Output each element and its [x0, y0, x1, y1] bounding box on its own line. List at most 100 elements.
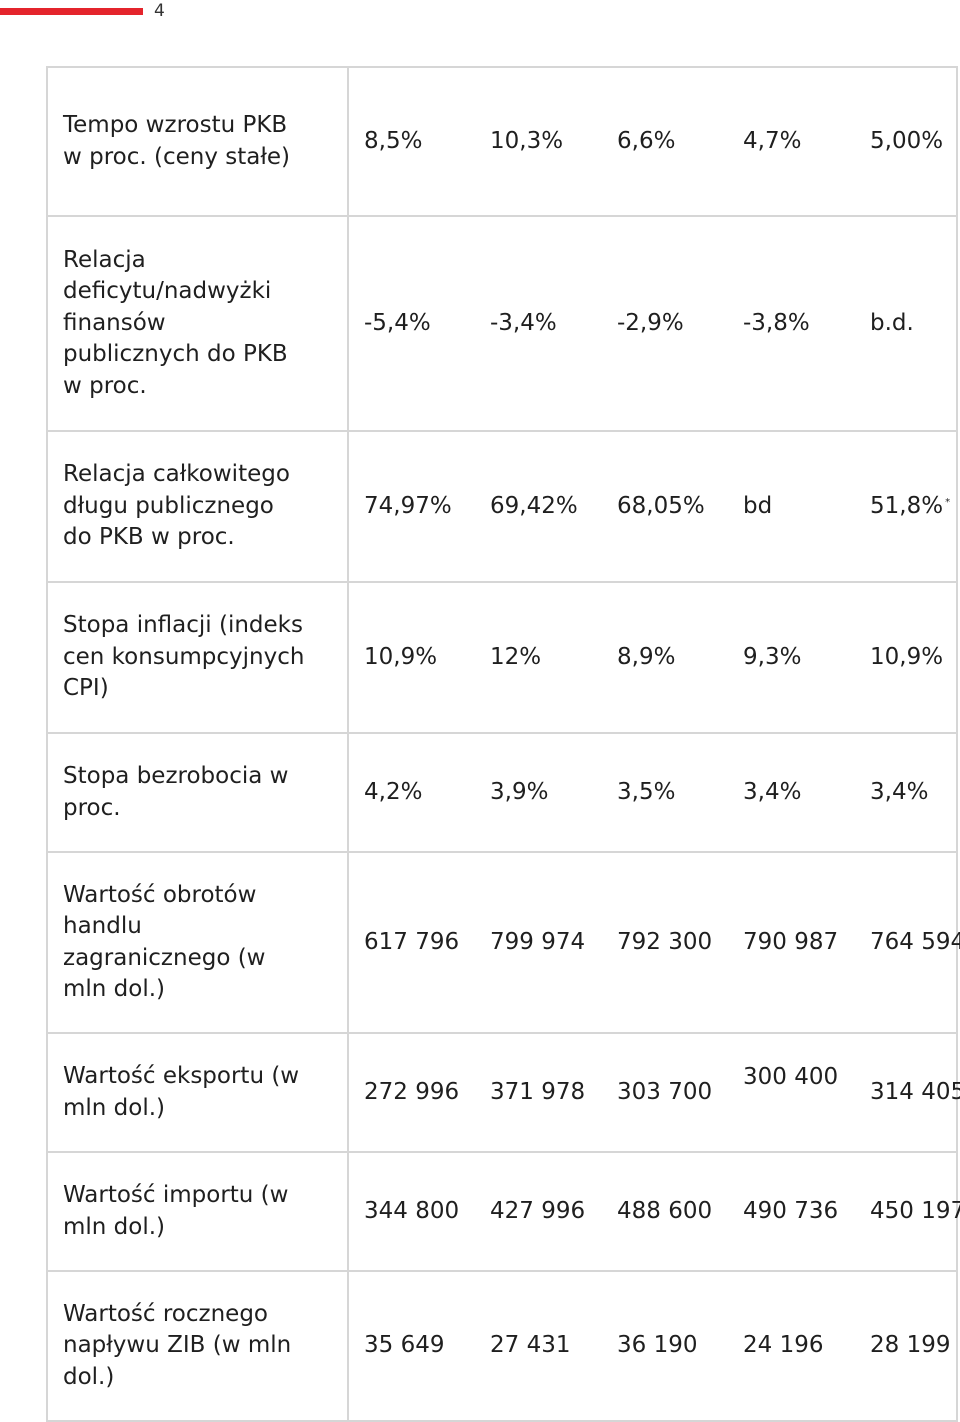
table-cell-value: 12% [490, 643, 542, 670]
table-cell-value: 450 197 [870, 1197, 960, 1224]
row-label-line: zagranicznego (w [63, 944, 266, 971]
footnote-marker: * [945, 496, 951, 508]
row-label-line: Wartość rocznego [63, 1300, 268, 1327]
row-values: 4,2% 3,9% 3,5% 3,4% 3,4% [347, 732, 958, 853]
table-cell-value: 799 974 [490, 928, 586, 955]
row-label: Relacja całkowitego długu publicznego do… [46, 430, 349, 583]
row-label-line: Wartość importu (w [63, 1182, 289, 1208]
row-label: Wartość importu (w mln dol.) [46, 1151, 349, 1272]
page-header-accent-bar [0, 8, 143, 15]
table-cell-value: 10,3% [490, 127, 564, 154]
row-label-line: napływu ZIB (w mln [63, 1332, 292, 1359]
table-cell-value: 69,42% [490, 492, 578, 519]
table-cell-value: 792 300 [617, 928, 713, 955]
table-cell-value: 68,05% [617, 492, 705, 519]
table-cell-value: 314 405 [870, 1078, 960, 1105]
table-cell-value: 490 736 [743, 1197, 839, 1224]
table-row: Stopa inflacji (indeks cen konsumpcyjnyc… [46, 581, 958, 734]
table-cell-value: 74,97% [364, 492, 452, 519]
table-cell-value: 488 600 [617, 1197, 713, 1224]
table-cell-value: 24 196 [743, 1332, 824, 1359]
table-cell-value: 8,9% [617, 643, 676, 670]
table-row: Wartość rocznego napływu ZIB (w mln dol.… [46, 1270, 958, 1422]
table-cell-value: 3,5% [617, 778, 676, 805]
row-label-line: Stopa inflacji (indeks [63, 612, 303, 639]
table-cell-value: bd [743, 492, 773, 519]
row-label-line: w proc. [63, 372, 147, 399]
row-label: Wartość obrotów handlu zagranicznego (w … [46, 851, 349, 1034]
table-cell-value: 51,8% [870, 492, 944, 519]
table-cell-value-with-footnote: 51,8% * [870, 491, 960, 523]
row-values: 617 796 799 974 792 300 790 987 764 594 [347, 851, 960, 1034]
table-cell-value: -5,4% [364, 309, 431, 336]
row-label-line: mln dol.) [63, 1213, 166, 1240]
table-cell-value: 27 431 [490, 1332, 571, 1359]
table-cell-value: 9,3% [743, 643, 802, 670]
row-label-line: w proc. (ceny stałe) [63, 143, 291, 170]
table-cell-value: 28 199 [870, 1332, 951, 1359]
table-cell-value: 4,7% [743, 127, 802, 154]
table-cell-value: 5,00% [870, 127, 944, 154]
table-cell-value: 10,9% [870, 643, 944, 670]
row-label-line: CPI) [63, 675, 109, 702]
table-cell-value: 617 796 [364, 928, 460, 955]
row-label-line: dol.) [63, 1363, 115, 1390]
row-label-line: Stopa bezrobocia w [63, 763, 289, 789]
row-values: 74,97% 69,42% 68,05% bd 51,8% * [347, 430, 960, 583]
row-label-line: długu publicznego [63, 492, 274, 519]
row-values: -5,4% -3,4% -2,9% -3,8% b.d. [347, 215, 958, 432]
table-cell-value: 300 400 [743, 1063, 839, 1090]
row-label-line: finansów [63, 309, 166, 336]
row-label: Wartość rocznego napływu ZIB (w mln dol.… [46, 1270, 349, 1422]
table-cell-value: 371 978 [490, 1078, 586, 1105]
table-cell-value: 3,4% [870, 778, 929, 805]
table-row: Relacja całkowitego długu publicznego do… [46, 430, 960, 583]
table-cell-value: 272 996 [364, 1078, 460, 1105]
row-label: Stopa bezrobocia w proc. [46, 732, 349, 853]
row-label: Stopa inflacji (indeks cen konsumpcyjnyc… [46, 581, 349, 734]
row-values: 8,5% 10,3% 6,6% 4,7% 5,00% [347, 66, 958, 217]
row-label: Wartość eksportu (w mln dol.) [46, 1032, 349, 1153]
table-cell-value: 35 649 [364, 1332, 445, 1359]
page-number: 4 [154, 1, 165, 21]
row-label-line: Wartość obrotów [63, 881, 257, 908]
row-values: 272 996 371 978 303 700 300 400 314 405 [347, 1032, 960, 1153]
row-label: Relacja deficytu/nadwyżki finansów publi… [46, 215, 349, 432]
row-label-line: Relacja [63, 246, 146, 273]
row-values: 10,9% 12% 8,9% 9,3% 10,9% [347, 581, 958, 734]
row-label-line: mln dol.) [63, 976, 166, 1002]
table-cell-value: 3,9% [490, 778, 549, 805]
table-row: Tempo wzrostu PKB w proc. (ceny stałe) 8… [46, 66, 958, 217]
row-label-line: cen konsumpcyjnych [63, 643, 305, 670]
row-label-line: do PKB w proc. [63, 524, 235, 551]
table-cell-value: 4,2% [364, 778, 423, 805]
table-cell-value: -3,4% [490, 309, 557, 336]
table-row: Wartość obrotów handlu zagranicznego (w … [46, 851, 960, 1034]
row-values: 344 800 427 996 488 600 490 736 450 197 [347, 1151, 960, 1272]
table-row: Stopa bezrobocia w proc. 4,2% 3,9% 3,5% … [46, 732, 958, 853]
table-cell-value: b.d. [870, 309, 914, 336]
row-label-line: publicznych do PKB [63, 341, 288, 368]
row-label-line: proc. [63, 794, 121, 821]
table-cell-value: 8,5% [364, 127, 423, 154]
table-cell-value: 344 800 [364, 1197, 460, 1224]
row-label-line: Wartość eksportu (w [63, 1063, 300, 1089]
row-label: Tempo wzrostu PKB w proc. (ceny stałe) [46, 66, 349, 217]
row-label-line: handlu [63, 913, 142, 939]
table-cell-value: 10,9% [364, 643, 438, 670]
table-cell-value: -3,8% [743, 309, 810, 336]
table-cell-value: -2,9% [617, 309, 684, 336]
row-values: 35 649 27 431 36 190 24 196 28 199 [347, 1270, 958, 1422]
table-cell-value: 790 987 [743, 928, 839, 955]
table-row: Relacja deficytu/nadwyżki finansów publi… [46, 215, 958, 432]
table-cell-value: 3,4% [743, 778, 802, 805]
table-cell-value: 36 190 [617, 1332, 698, 1359]
row-label-line: Tempo wzrostu PKB [63, 112, 288, 138]
table-cell-value: 6,6% [617, 127, 676, 154]
row-label-line: mln dol.) [63, 1094, 166, 1121]
economic-indicators-table: Tempo wzrostu PKB w proc. (ceny stałe) 8… [46, 66, 960, 1422]
table-row: Wartość eksportu (w mln dol.) 272 996 37… [46, 1032, 960, 1153]
row-label-line: deficytu/nadwyżki [63, 278, 272, 305]
table-row: Wartość importu (w mln dol.) 344 800 427… [46, 1151, 960, 1272]
row-label-line: Relacja całkowitego [63, 461, 290, 488]
